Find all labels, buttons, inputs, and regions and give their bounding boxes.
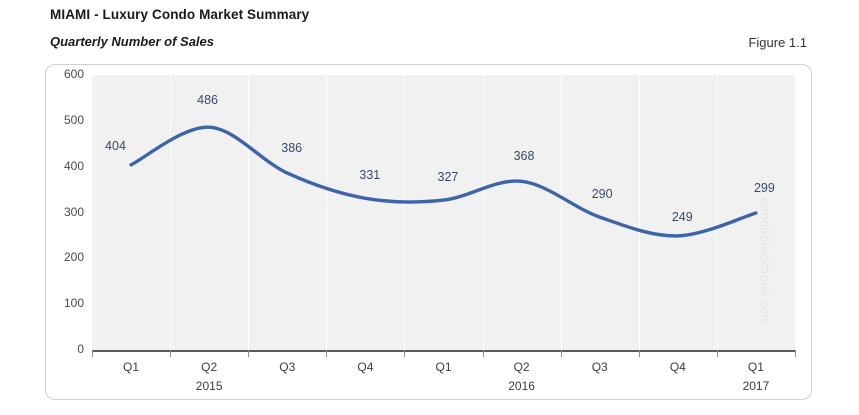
- chart-card: [45, 64, 812, 400]
- page-title: MIAMI - Luxury Condo Market Summary: [50, 7, 310, 22]
- watermark: condoblackbook.com: [758, 198, 773, 326]
- figure-label: Figure 1.1: [748, 35, 807, 50]
- chart-subtitle: Quarterly Number of Sales: [50, 34, 214, 49]
